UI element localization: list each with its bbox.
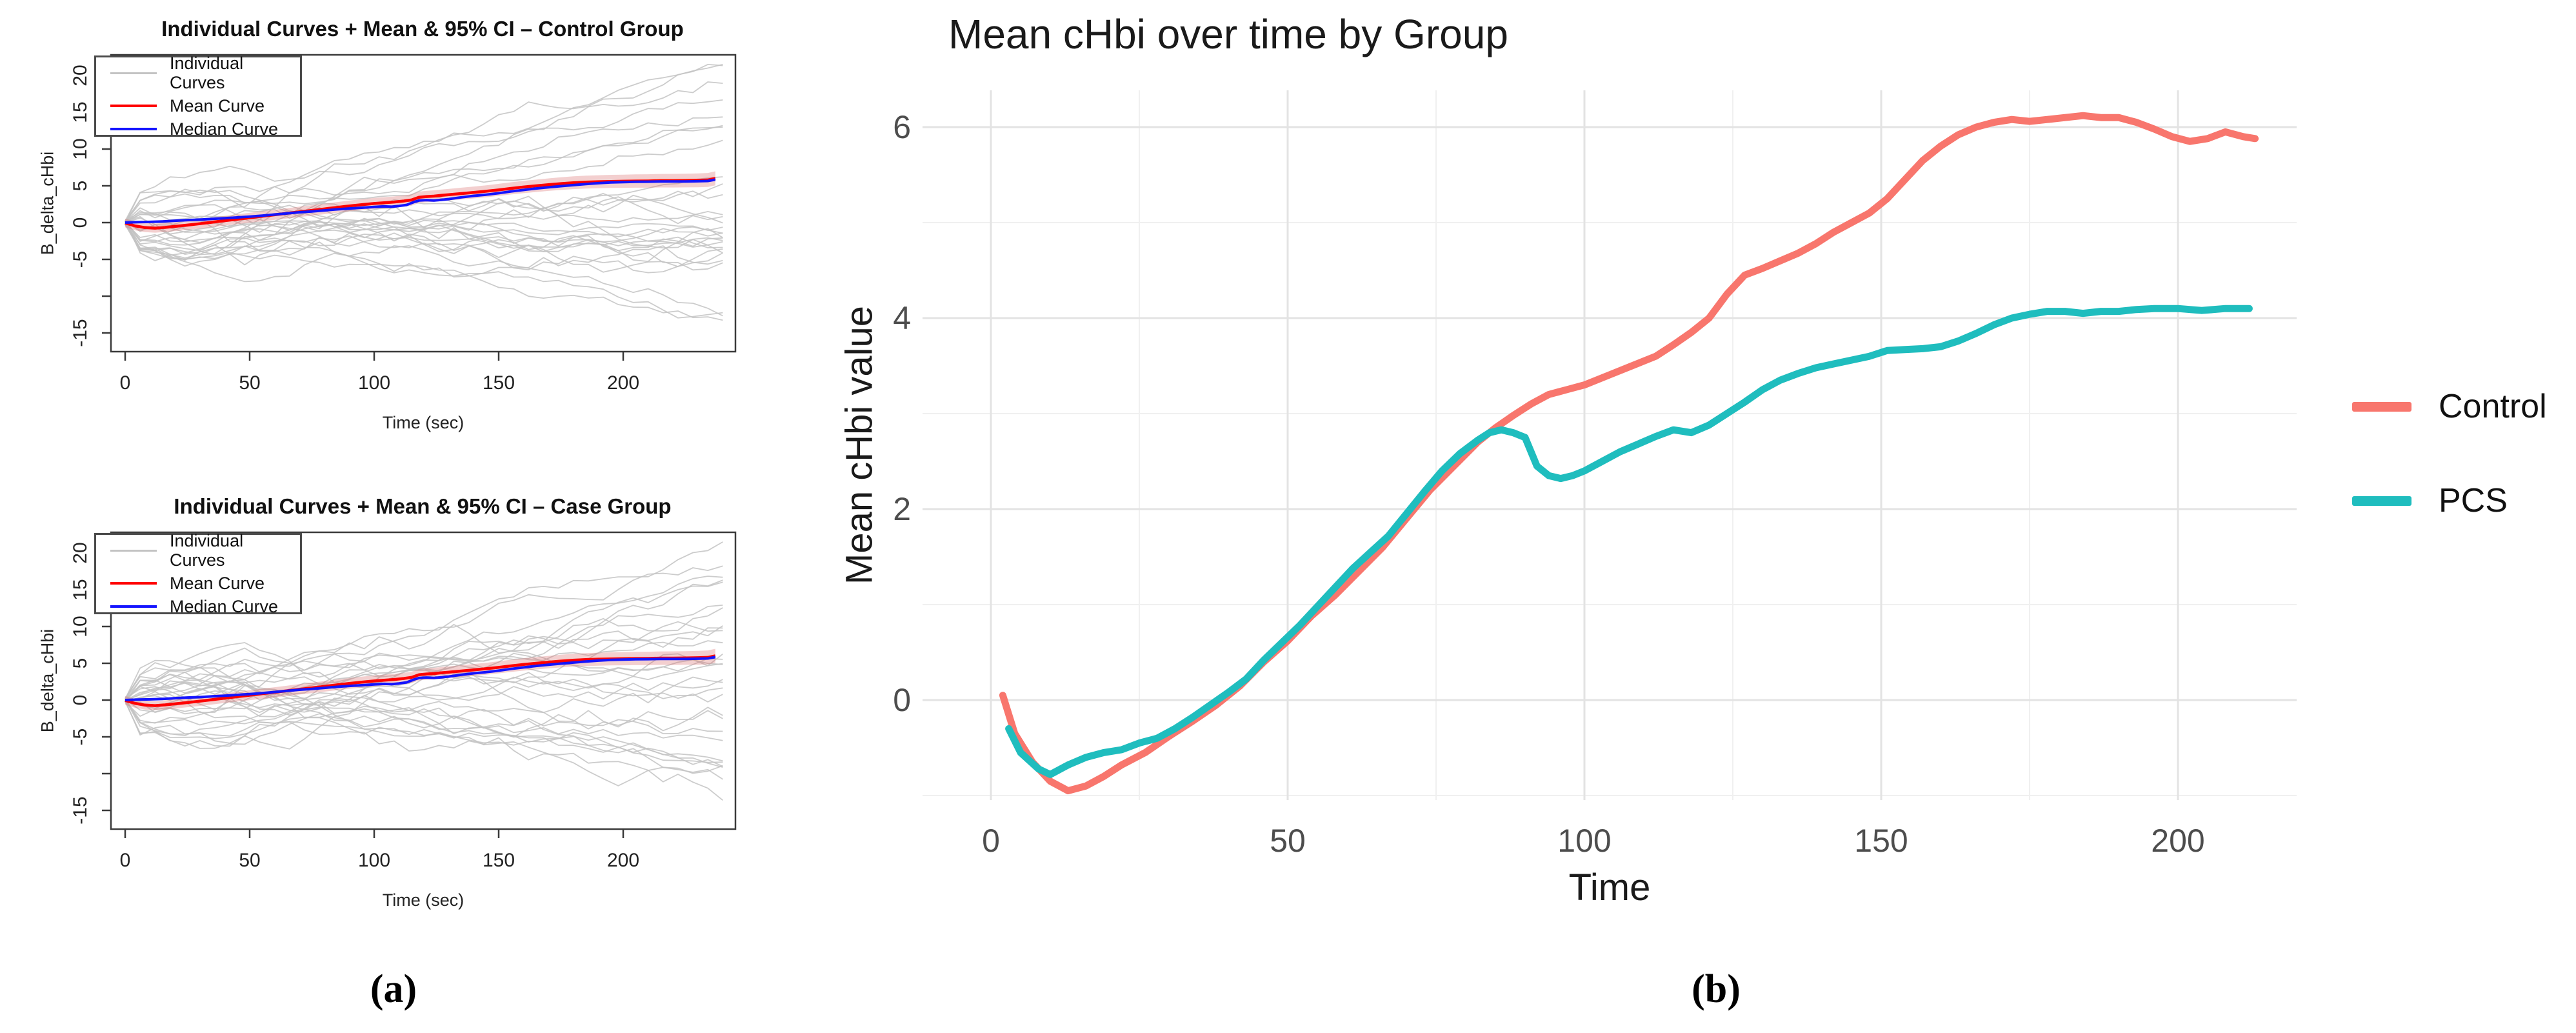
svg-text:0: 0 — [70, 217, 91, 228]
case-plot-ylabel: B_delta_cHbi — [37, 628, 57, 733]
svg-text:200: 200 — [607, 850, 639, 871]
svg-text:200: 200 — [2151, 823, 2204, 859]
mean-curve-swatch — [110, 582, 157, 585]
case-plot-xlabel: Time (sec) — [382, 890, 464, 910]
control-plot-xlabel: Time (sec) — [382, 413, 464, 432]
svg-text:2: 2 — [893, 491, 911, 527]
svg-text:5: 5 — [70, 181, 91, 192]
svg-text:15: 15 — [70, 101, 91, 123]
legend-label: Median Curve — [170, 119, 279, 139]
svg-text:0: 0 — [893, 682, 911, 718]
svg-text:150: 150 — [1854, 823, 1908, 859]
panel-b-label: (b) — [1692, 967, 1741, 1011]
svg-text:150: 150 — [483, 850, 515, 871]
mean-chbi-by-group-plot: 0 2 4 6 0 50 100 150 200 — [893, 90, 2297, 859]
legend-label: Control — [2439, 388, 2547, 425]
legend-item-individual-curves: Individual Curves — [110, 531, 300, 570]
group-plot-ylabel: Mean cHbi value — [838, 306, 881, 585]
legend-label: Individual Curves — [170, 531, 244, 570]
svg-text:10: 10 — [70, 138, 91, 159]
svg-text:-15: -15 — [70, 796, 91, 824]
svg-text:200: 200 — [607, 372, 639, 394]
svg-text:0: 0 — [982, 823, 1000, 859]
legend-item-median-curve: Median Curve — [110, 597, 300, 616]
legend-label: Mean Curve — [170, 96, 265, 115]
case-plot-title: Individual Curves + Mean & 95% CI – Case… — [174, 494, 672, 518]
control-plot-ylabel: B_delta_cHbi — [37, 151, 57, 256]
svg-text:100: 100 — [358, 850, 390, 871]
svg-text:150: 150 — [483, 372, 515, 394]
svg-text:50: 50 — [239, 850, 260, 871]
svg-text:10: 10 — [70, 616, 91, 637]
mean-curve-swatch — [110, 105, 157, 107]
svg-text:0: 0 — [120, 850, 131, 871]
svg-text:50: 50 — [239, 372, 260, 394]
median-curve-swatch — [110, 128, 157, 130]
panel-a-label: (a) — [370, 967, 417, 1011]
legend-label: PCS — [2439, 482, 2508, 519]
group-plot-xlabel: Time — [1568, 867, 1651, 908]
svg-text:5: 5 — [70, 658, 91, 669]
legend-label: Mean Curve — [170, 574, 265, 593]
legend-label: Median Curve — [170, 597, 279, 616]
legend-item-median-curve: Median Curve — [110, 119, 300, 139]
legend-item-mean-curve: Mean Curve — [110, 96, 300, 115]
group-plot-legend: Control PCS — [2352, 387, 2547, 520]
svg-text:-15: -15 — [70, 319, 91, 346]
median-curve-swatch — [110, 605, 157, 608]
legend-label: Individual Curves — [170, 54, 244, 92]
legend-item-pcs: PCS — [2352, 481, 2547, 520]
svg-text:0: 0 — [70, 695, 91, 706]
legend-item-individual-curves: Individual Curves — [110, 54, 300, 92]
svg-text:-5: -5 — [70, 728, 91, 746]
svg-text:100: 100 — [1557, 823, 1611, 859]
svg-text:0: 0 — [120, 372, 131, 394]
group-plot-title: Mean cHbi over time by Group — [948, 11, 1508, 57]
svg-text:-5: -5 — [70, 251, 91, 268]
svg-text:20: 20 — [70, 542, 91, 563]
svg-text:4: 4 — [893, 300, 911, 336]
svg-text:6: 6 — [893, 109, 911, 145]
individual-curves-swatch — [110, 549, 157, 552]
svg-text:15: 15 — [70, 579, 91, 600]
control-plot-title: Individual Curves + Mean & 95% CI – Cont… — [161, 17, 684, 41]
legend-item-control: Control — [2352, 387, 2547, 426]
svg-text:50: 50 — [1270, 823, 1306, 859]
individual-curves-swatch — [110, 72, 157, 74]
control-plot-legend: Individual Curves Mean Curve Median Curv… — [94, 54, 302, 139]
svg-text:100: 100 — [358, 372, 390, 394]
legend-item-mean-curve: Mean Curve — [110, 574, 300, 593]
svg-text:20: 20 — [70, 65, 91, 86]
control-swatch — [2352, 401, 2411, 412]
pcs-swatch — [2352, 496, 2411, 506]
case-plot-legend: Individual Curves Mean Curve Median Curv… — [94, 531, 302, 616]
